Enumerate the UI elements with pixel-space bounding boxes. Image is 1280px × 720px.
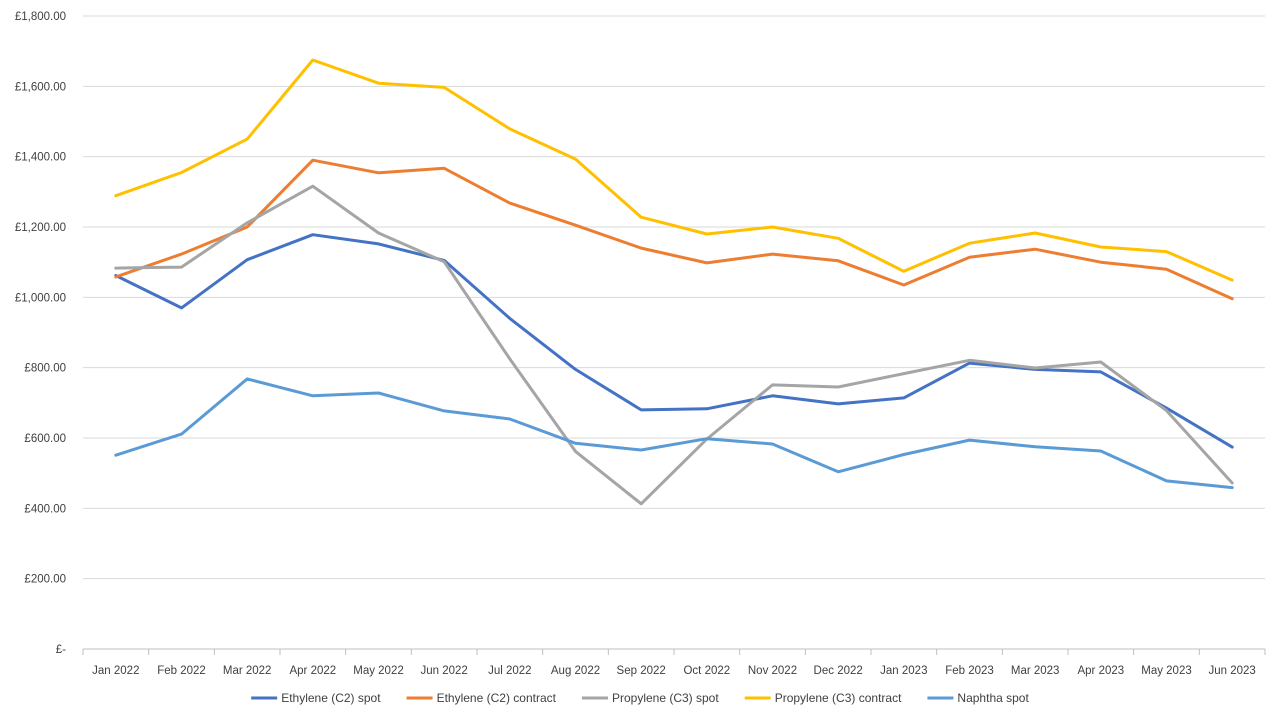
x-tick-label: May 2022 — [353, 665, 404, 677]
series-lines — [114, 58, 1234, 506]
y-axis: £- £200.00 £400.00 £600.00 £800.00 £1,000.00 £… — [15, 11, 66, 656]
legend-label: Propylene (C3) contract — [775, 691, 902, 705]
y-tick-label: £- — [56, 644, 66, 656]
x-tick-label: Sep 2022 — [617, 665, 666, 677]
y-tick-label: £400.00 — [24, 503, 66, 515]
y-tick-label: £1,200.00 — [15, 222, 66, 234]
x-tick-label: Mar 2023 — [1011, 665, 1060, 677]
y-tick-label: £1,400.00 — [15, 152, 66, 164]
gridlines — [83, 15, 1265, 650]
x-tick-label: Feb 2023 — [945, 665, 994, 677]
legend-item-ethylene-c2-contract: Ethylene (C2) contract — [406, 691, 557, 705]
y-tick-label: £1,600.00 — [15, 81, 66, 93]
legend-label: Propylene (C3) spot — [612, 691, 719, 705]
x-tick-label: Apr 2022 — [289, 665, 336, 677]
x-tick-label: Nov 2022 — [748, 665, 797, 677]
legend-item-propylene-c3-contract: Propylene (C3) contract — [744, 691, 902, 705]
y-tick-label: £200.00 — [24, 574, 66, 586]
series-line-propylene-c3-spot — [114, 184, 1234, 506]
y-tick-label: £1,000.00 — [15, 292, 66, 304]
y-tick-label: £800.00 — [24, 363, 66, 375]
legend-label: Naphtha spot — [957, 691, 1029, 705]
x-tick-label: Apr 2023 — [1077, 665, 1124, 677]
legend-label: Ethylene (C2) spot — [281, 691, 381, 705]
legend-item-ethylene-c2-spot: Ethylene (C2) spot — [251, 691, 381, 705]
legend-label: Ethylene (C2) contract — [437, 691, 557, 705]
x-tick-label: Jun 2022 — [421, 665, 468, 677]
x-tick-label: Dec 2022 — [814, 665, 863, 677]
series-line-ethylene-c2-contract — [114, 158, 1234, 301]
x-tick-label: Jan 2022 — [92, 665, 139, 677]
x-tick-label: May 2023 — [1141, 665, 1192, 677]
x-tick-label: Jun 2023 — [1209, 665, 1256, 677]
series-line-naphtha-spot — [114, 377, 1234, 490]
x-tick-label: Oct 2022 — [683, 665, 730, 677]
x-tick-label: Aug 2022 — [551, 665, 600, 677]
y-tick-label: £1,800.00 — [15, 11, 66, 23]
legend: Ethylene (C2) spot Ethylene (C2) contract… — [251, 691, 1029, 705]
x-tick-label: Jul 2022 — [488, 665, 531, 677]
legend-item-naphtha-spot: Naphtha spot — [927, 691, 1029, 705]
x-tick-label: Jan 2023 — [880, 665, 927, 677]
x-axis: Jan 2022 Feb 2022 Mar 2022 Apr 2022 May 2022… — [82, 649, 1266, 677]
x-tick-label: Mar 2022 — [223, 665, 272, 677]
x-tick-label: Feb 2022 — [157, 665, 206, 677]
y-tick-label: £600.00 — [24, 433, 66, 445]
legend-item-propylene-c3-spot: Propylene (C3) spot — [581, 691, 719, 705]
series-line-propylene-c3-contract — [114, 58, 1234, 282]
series-line-ethylene-c2-spot — [114, 233, 1234, 449]
